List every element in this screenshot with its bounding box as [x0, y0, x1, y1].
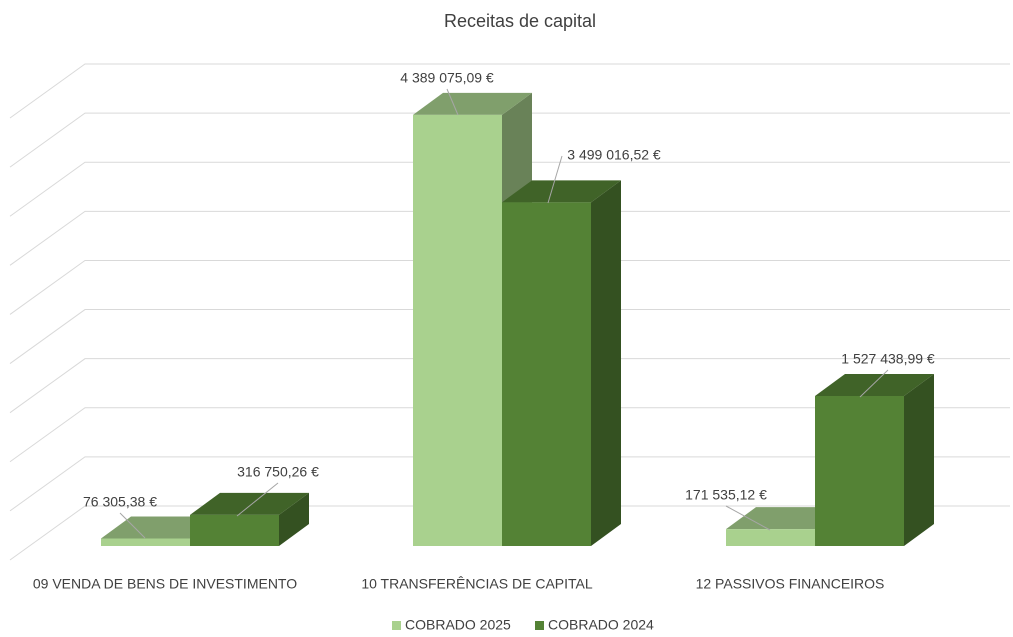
- bar-front: [815, 395, 904, 546]
- bar-top: [815, 373, 934, 396]
- data-label: 1 527 438,99 €: [841, 351, 935, 367]
- data-label: 4 389 075,09 €: [400, 70, 494, 86]
- bar-front: [101, 538, 190, 546]
- bar-top: [413, 92, 532, 115]
- bar-side: [591, 180, 621, 546]
- grid-line: [9, 112, 1010, 168]
- leader-line: [547, 155, 563, 204]
- leader-line: [725, 505, 771, 531]
- x-tick-label: 12 PASSIVOS FINANCEIROS: [696, 576, 885, 592]
- grid-line: [9, 505, 1010, 561]
- bar-top: [190, 492, 309, 515]
- legend-swatch: [535, 621, 544, 630]
- leader-line: [859, 369, 889, 398]
- bar: [815, 373, 934, 546]
- legend-swatch: [392, 621, 401, 630]
- data-label: 316 750,26 €: [237, 464, 319, 480]
- bar: [190, 492, 309, 546]
- grid-line: [9, 63, 1010, 119]
- bar-side: [904, 373, 934, 546]
- grid-line: [9, 210, 1010, 266]
- chart-title: Receitas de capital: [444, 11, 596, 31]
- legend-label: COBRADO 2024: [548, 617, 654, 632]
- bar-top: [502, 180, 621, 203]
- bar-front: [413, 114, 502, 546]
- bar-side: [279, 492, 309, 546]
- leader-line: [119, 512, 146, 539]
- grid-line: [9, 407, 1010, 463]
- grid-line: [9, 259, 1010, 315]
- leader-line: [446, 88, 459, 116]
- grid-line: [9, 161, 1010, 217]
- data-label: 76 305,38 €: [83, 494, 157, 510]
- grid-line: [9, 309, 1010, 364]
- grid-line: [9, 456, 1010, 512]
- grid-line: [9, 358, 1010, 414]
- bar-front: [190, 514, 279, 546]
- legend-label: COBRADO 2025: [405, 617, 511, 632]
- bar-front: [726, 529, 815, 546]
- x-tick-label: 09 VENDA DE BENS DE INVESTIMENTO: [33, 576, 297, 592]
- data-label: 3 499 016,52 €: [567, 147, 661, 163]
- leader-line: [236, 482, 279, 517]
- bar: [502, 180, 621, 546]
- data-label: 171 535,12 €: [685, 487, 767, 503]
- bar-front: [502, 202, 591, 546]
- x-tick-label: 10 TRANSFERÊNCIAS DE CAPITAL: [361, 576, 593, 592]
